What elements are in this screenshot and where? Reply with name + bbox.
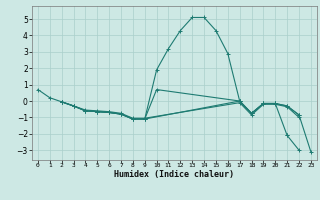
X-axis label: Humidex (Indice chaleur): Humidex (Indice chaleur) — [115, 170, 234, 179]
